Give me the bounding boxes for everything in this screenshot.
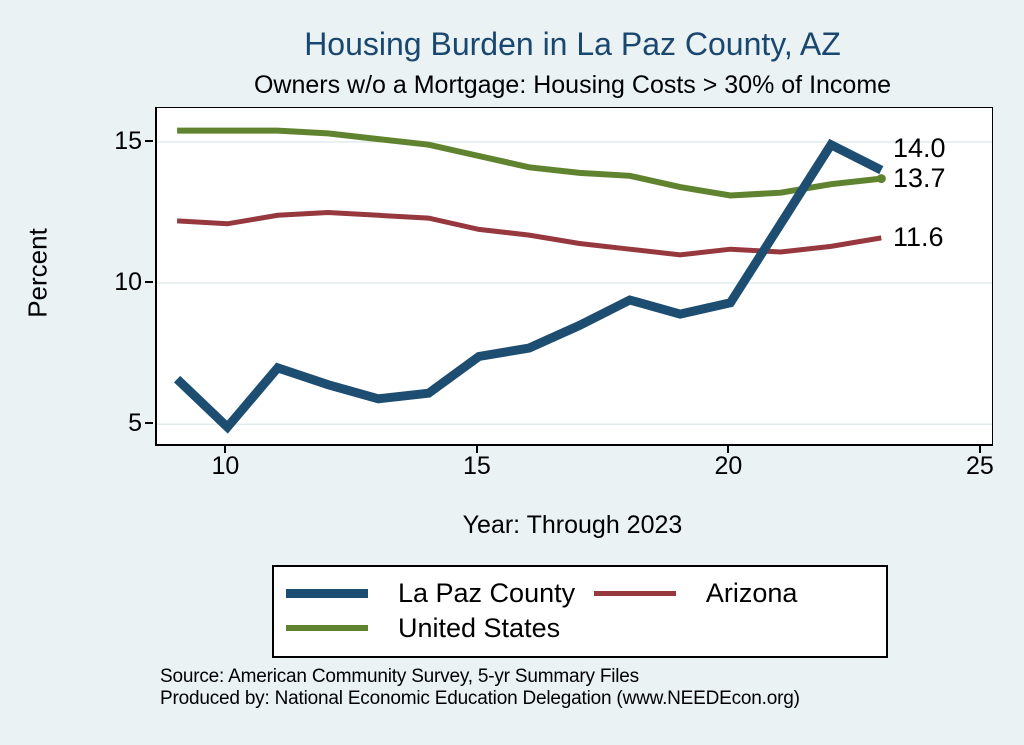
x-tick-mark [475,445,478,453]
legend-item-arizona: Arizona [593,577,878,609]
end-label-arizona: 11.6 [893,221,944,252]
x-tick-label: 10 [211,452,240,480]
end-label-united-states: 13.7 [893,162,946,193]
y-tick-mark [145,422,153,425]
chart-subtitle: Owners w/o a Mortgage: Housing Costs > 3… [253,71,892,99]
legend-swatch-arizona [593,590,676,596]
plot-area [155,107,993,446]
legend-label-united-states: United States [398,612,561,643]
series-line-united-states [177,127,882,199]
y-axis-title: Percent [22,228,53,318]
y-tick-label: 10 [114,268,142,297]
x-tick-mark [727,445,730,453]
source-line-2: Produced by: National Economic Education… [160,687,800,709]
x-tick-mark [224,445,227,453]
x-tick-label: 15 [463,452,491,480]
legend-item-la-paz-county: La Paz County [286,578,594,609]
source-line-1: Source: American Community Survey, 5-yr … [160,666,639,687]
end-marker-united-states [876,174,886,184]
y-tick-label: 15 [114,126,142,155]
legend-label-arizona: Arizona [705,577,798,608]
legend-box: La Paz County Arizona United States [272,565,888,658]
page-title: Housing Burden in La Paz County, AZ [304,26,841,62]
x-tick-label: 25 [966,452,994,480]
x-axis-title: Year: Through 2023 [462,511,683,539]
legend-swatch-united-states [286,625,368,631]
legend-item-united-states: United States [286,613,594,644]
legend-swatch-la-paz-county [286,588,368,598]
end-label-la-paz-county: 14.0 [893,132,946,163]
legend-label-la-paz-county: La Paz County [398,577,576,608]
plot-svg [157,127,992,434]
source-note: Source: American Community Survey, 5-yr … [160,666,1000,709]
y-tick-mark [145,281,153,284]
x-tick-mark [978,445,981,453]
series-line-la-paz-county [173,138,884,434]
y-tick-mark [145,139,153,142]
x-tick-label: 20 [714,452,743,480]
y-tick-label: 5 [128,409,142,438]
